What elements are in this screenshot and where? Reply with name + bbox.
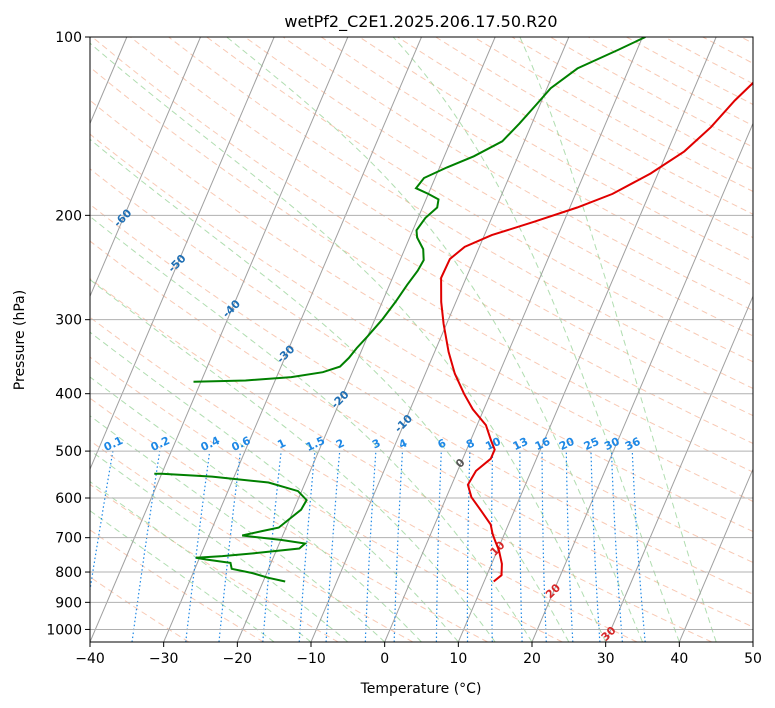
mixing-ratio-line [262, 451, 282, 642]
moist-adiabat [90, 510, 275, 642]
dry-adiabat [90, 529, 264, 642]
moist-adiabat [392, 37, 680, 642]
y-tick-label: 900 [55, 595, 82, 611]
temperature-profile [440, 81, 753, 583]
isotherm-line [90, 37, 349, 642]
y-tick-label: 800 [55, 565, 82, 581]
moist-adiabat [90, 42, 607, 642]
dry-adiabat [90, 240, 753, 628]
isotherm-line [678, 467, 753, 642]
dewpoint-profile-upper [193, 37, 646, 383]
dry-adiabat [90, 133, 753, 533]
dry-adiabat [90, 203, 753, 595]
y-tick-label: 700 [55, 531, 82, 547]
mixing-ratio-line [631, 451, 646, 642]
y-tick-label: 1000 [46, 622, 82, 638]
moist-adiabat [519, 37, 717, 642]
mixing-ratio-line [298, 451, 316, 642]
mixing-ratio-line [90, 450, 114, 594]
x-tick-label: −40 [75, 651, 105, 667]
isotherm-line [310, 37, 570, 642]
isotherm-line [531, 122, 753, 642]
isotherm-line [236, 37, 496, 642]
moist-adiabat [90, 331, 459, 642]
dry-adiabat [90, 316, 638, 642]
chart-title: wetPf2_C2E1.2025.206.17.50.R20 [284, 12, 557, 32]
x-tick-label: 10 [449, 651, 467, 667]
y-tick-label: 200 [55, 208, 82, 224]
x-tick-label: −30 [149, 651, 179, 667]
isotherm-line [605, 295, 753, 642]
mixing-ratio-label: 30 [602, 435, 622, 453]
x-tick-label: 30 [597, 651, 615, 667]
x-tick-label: 20 [523, 651, 541, 667]
dry-adiabat [90, 483, 339, 642]
x-tick-label: −10 [296, 651, 326, 667]
moist-adiabat [90, 481, 312, 642]
plot-frame [89, 36, 754, 643]
axes: −40 −30 −20 −10 0 10 20 30 40 50 100 200 300 400 500 60… [46, 30, 762, 667]
y-tick-label: 400 [55, 387, 82, 403]
dry-adiabat [168, 37, 753, 389]
dry-adiabat [90, 99, 753, 502]
moist-adiabat [90, 415, 386, 642]
y-tick-label: 500 [55, 444, 82, 460]
dry-adiabat [90, 278, 712, 642]
x-axis-label: Temperature (°C) [360, 681, 482, 697]
x-tick-label: −20 [223, 651, 253, 667]
isotherm-line [163, 37, 422, 642]
y-tick-label: 100 [55, 30, 82, 46]
mixing-ratio-label: 36 [623, 435, 643, 453]
dry-adiabat [130, 37, 753, 417]
isotherm-line [457, 37, 717, 642]
isotherm-line [90, 37, 275, 471]
mixing-ratio-label: 25 [582, 435, 601, 453]
plot-area: 0.10.20.40.611.52346810131620253036-100-… [90, 37, 753, 642]
mixing-ratio-label: 20 [557, 435, 577, 453]
mixing-ratio-label: 16 [533, 435, 553, 453]
y-tick-label: 300 [55, 313, 82, 329]
y-tick-label: 600 [55, 491, 82, 507]
y-axis-label: Pressure (hPa) [12, 290, 28, 390]
dry-adiabat [282, 37, 753, 312]
moist-adiabat [90, 138, 570, 642]
mixing-ratio-line [218, 451, 242, 642]
x-tick-label: 40 [670, 651, 688, 667]
mixing-ratio-line [131, 451, 161, 642]
dry-adiabat [91, 37, 753, 445]
moist-adiabat [90, 215, 533, 642]
moist-adiabat [226, 37, 643, 642]
isotherm-line [90, 37, 201, 298]
mixing-ratio-label: 13 [511, 435, 530, 453]
moist-adiabat [90, 279, 496, 642]
x-tick-label: 50 [744, 651, 762, 667]
dry-adiabat [244, 37, 753, 337]
x-tick-label: 0 [380, 651, 389, 667]
isotherm-line [384, 37, 643, 642]
dewpoint-profile-lower [154, 472, 308, 583]
mixing-ratio-line [185, 451, 211, 642]
